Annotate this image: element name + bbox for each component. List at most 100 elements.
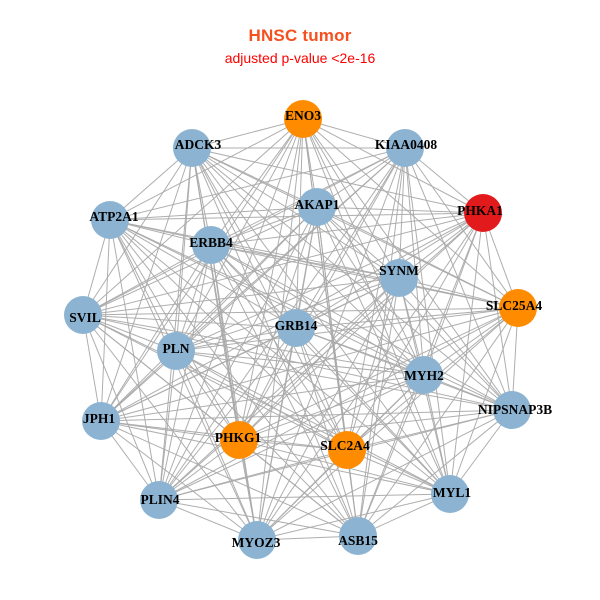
graph-edge xyxy=(238,277,400,441)
graph-edge xyxy=(423,212,484,376)
graph-node-phkg1[interactable] xyxy=(220,421,258,459)
graph-edge xyxy=(109,219,348,451)
graph-node-atp2a1[interactable] xyxy=(91,201,129,239)
graph-edge xyxy=(346,277,400,451)
graph-edge xyxy=(295,327,359,537)
graph-edge xyxy=(100,147,193,422)
graph-edge xyxy=(82,206,318,316)
graph-edge xyxy=(82,118,304,316)
graph-edge xyxy=(158,449,348,501)
graph-edge xyxy=(302,118,451,495)
graph-edge xyxy=(256,449,348,541)
graph-node-plin4[interactable] xyxy=(140,481,178,519)
graph-edge xyxy=(100,244,212,422)
graph-node-myh2[interactable] xyxy=(405,356,443,394)
graph-edge xyxy=(158,147,193,501)
graph-edge xyxy=(82,314,348,451)
graph-edge xyxy=(109,219,519,309)
graph-node-myl1[interactable] xyxy=(431,475,469,513)
graph-node-label-pln: PLN xyxy=(163,341,190,356)
graph-edge xyxy=(175,350,359,537)
node-layer xyxy=(64,100,537,559)
graph-edge xyxy=(238,374,425,441)
graph-edge xyxy=(175,307,519,352)
graph-edge xyxy=(82,314,425,376)
graph-edge xyxy=(82,244,212,316)
graph-edge xyxy=(109,219,400,279)
graph-edge xyxy=(398,277,519,309)
graph-edge xyxy=(191,147,484,214)
edge-layer xyxy=(82,118,519,541)
graph-edge xyxy=(100,219,111,422)
graph-node-label-myl1: MYL1 xyxy=(433,485,471,500)
graph-edge xyxy=(398,147,406,279)
graph-node-jph1[interactable] xyxy=(82,402,120,440)
graph-edge xyxy=(295,118,304,329)
graph-edge xyxy=(100,420,359,537)
graph-edge xyxy=(238,212,484,441)
graph-node-label-synm: SYNM xyxy=(379,263,419,278)
graph-edge xyxy=(210,244,425,376)
graph-node-label-jph1: JPH1 xyxy=(83,411,115,426)
graph-edge xyxy=(175,350,425,376)
graph-node-eno3[interactable] xyxy=(284,100,322,138)
graph-node-grb14[interactable] xyxy=(277,309,315,347)
graph-edge xyxy=(109,219,160,501)
graph-node-label-myh2: MYH2 xyxy=(404,368,444,383)
graph-node-label-eno3: ENO3 xyxy=(285,108,321,123)
graph-node-synm[interactable] xyxy=(380,259,418,297)
graph-edge xyxy=(256,327,297,541)
graph-edge xyxy=(175,350,513,411)
graph-edge xyxy=(191,147,297,329)
graph-node-label-erbb4: ERBB4 xyxy=(189,235,233,250)
graph-edge xyxy=(158,499,359,537)
graph-edge xyxy=(482,212,513,411)
graph-edge xyxy=(423,374,451,495)
graph-edge xyxy=(82,212,484,316)
graph-node-pln[interactable] xyxy=(157,332,195,370)
graph-edge xyxy=(158,350,177,501)
graph-node-label-kiaa0408: KIAA0408 xyxy=(375,137,438,152)
graph-edge xyxy=(238,147,406,441)
graph-node-nipsnap3b[interactable] xyxy=(493,391,531,429)
graph-edge xyxy=(109,118,304,221)
graph-edge xyxy=(82,314,258,541)
graph-node-akap1[interactable] xyxy=(298,188,336,226)
graph-edge xyxy=(404,147,451,495)
graph-node-slc2a4[interactable] xyxy=(328,431,366,469)
graph-edge xyxy=(175,147,193,352)
graph-edge xyxy=(302,118,400,279)
graph-edge xyxy=(82,314,451,495)
graph-node-asb15[interactable] xyxy=(339,517,377,555)
graph-edge xyxy=(100,147,406,422)
graph-node-label-nipsnap3b: NIPSNAP3B xyxy=(478,402,552,417)
graph-edge xyxy=(256,409,513,541)
graph-edge xyxy=(158,277,400,501)
graph-node-label-phka1: PHKA1 xyxy=(457,203,503,218)
graph-edge xyxy=(175,350,451,495)
graph-edge xyxy=(210,118,304,246)
graph-edge xyxy=(175,212,484,352)
graph-node-adck3[interactable] xyxy=(173,129,211,167)
graph-edge xyxy=(295,327,513,411)
graph-edge xyxy=(238,439,359,537)
graph-edge xyxy=(404,147,519,309)
graph-edge xyxy=(109,219,513,411)
graph-node-label-akap1: AKAP1 xyxy=(295,197,340,212)
graph-node-svil[interactable] xyxy=(64,296,102,334)
graph-edge xyxy=(238,327,297,441)
graph-node-label-plin4: PLIN4 xyxy=(140,492,179,507)
graph-node-phka1[interactable] xyxy=(464,194,502,232)
graph-edge xyxy=(191,147,513,411)
graph-edge xyxy=(158,307,519,501)
graph-edge xyxy=(449,307,519,495)
graph-edge xyxy=(295,307,519,329)
graph-edge xyxy=(357,374,425,537)
graph-node-myoz3[interactable] xyxy=(238,521,276,559)
graph-node-slc25a4[interactable] xyxy=(499,289,537,327)
graph-edge xyxy=(109,219,451,495)
graph-node-kiaa0408[interactable] xyxy=(386,129,424,167)
graph-node-erbb4[interactable] xyxy=(192,226,230,264)
graph-edge xyxy=(398,277,513,411)
